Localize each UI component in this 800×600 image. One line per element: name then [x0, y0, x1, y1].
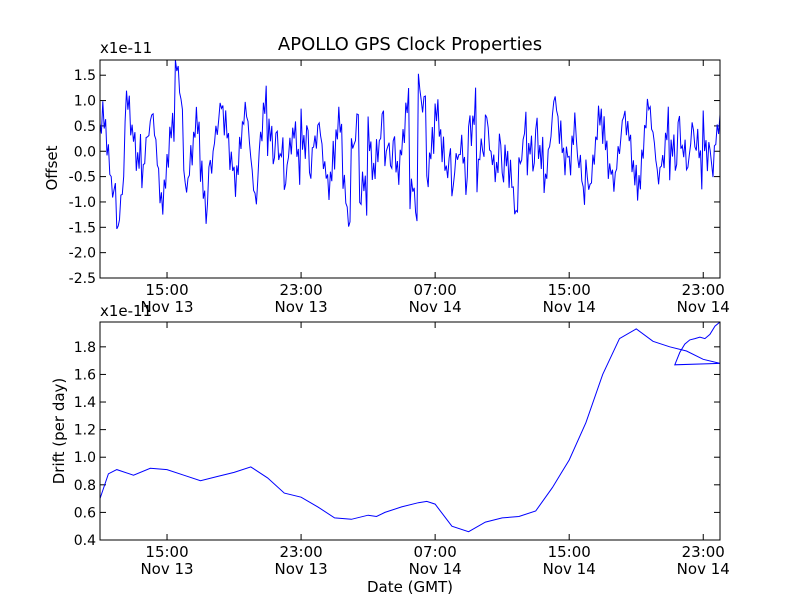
offset-xtick-time-label: 15:00 [548, 281, 591, 299]
offset-ytick-label: 1.0 [74, 94, 96, 110]
drift-xtick-date-label: Nov 14 [543, 560, 596, 578]
drift-xtick-time-label: 15:00 [548, 543, 591, 561]
offset-xtick-date-label: Nov 14 [677, 298, 730, 316]
drift-series-line [99, 321, 721, 533]
offset-xtick-time-label: 15:00 [145, 281, 188, 299]
offset-panel: x1e-11 Offset -2.5 -2.0 -1.5 -1.0 -0.5 0.0 0.5… [43, 39, 730, 316]
drift-xtick-time-label: 23:00 [682, 543, 725, 561]
drift-xtick-date-label: Nov 14 [677, 560, 730, 578]
drift-xtick-date-label: Nov 14 [409, 560, 462, 578]
drift-x-axis-label: Date (GMT) [367, 578, 453, 596]
offset-xtick-time-label: 07:00 [414, 281, 457, 299]
drift-ytick-label: 0.4 [74, 533, 96, 549]
drift-xtick-date-label: Nov 13 [140, 560, 193, 578]
drift-xtick-time-label: 23:00 [279, 543, 322, 561]
offset-ytick-label: -2.0 [69, 246, 96, 262]
offset-ytick-label: 0.0 [74, 144, 96, 160]
offset-ytick-label: -1.5 [69, 220, 96, 236]
offset-xtick-date-label: Nov 13 [275, 298, 328, 316]
drift-ytick-label: 1.6 [74, 367, 96, 383]
offset-plot-frame [99, 59, 721, 279]
drift-panel: x1e-11 Drift (per day) Date (GMT) 0.4 0.6… [50, 302, 730, 596]
offset-xtick-time-label: 23:00 [279, 281, 322, 299]
offset-xtick-time-label: 23:00 [682, 281, 725, 299]
figure-title: APOLLO GPS Clock Properties [278, 34, 542, 55]
offset-scale-label: x1e-11 [100, 39, 152, 57]
drift-xtick-date-label: Nov 13 [275, 560, 328, 578]
drift-ytick-label: 1.0 [74, 450, 96, 466]
offset-ytick-label: -0.5 [69, 170, 96, 186]
offset-y-axis-label: Offset [43, 145, 61, 190]
offset-series-line [99, 59, 721, 230]
drift-ytick-label: 0.8 [74, 478, 96, 494]
offset-ticks: -2.5-2.0-1.5-1.0-0.50.00.51.01.515:00Nov… [69, 60, 730, 316]
offset-ytick-label: -1.0 [69, 195, 96, 211]
drift-ytick-label: 1.4 [74, 395, 96, 411]
offset-ytick-label: -2.5 [69, 271, 96, 287]
drift-ytick-label: 0.6 [74, 505, 96, 521]
offset-ytick-label: 1.5 [74, 68, 96, 84]
drift-xtick-time-label: 15:00 [145, 543, 188, 561]
drift-ytick-label: 1.8 [74, 340, 96, 356]
offset-xtick-date-label: Nov 13 [140, 298, 193, 316]
offset-xtick-date-label: Nov 14 [543, 298, 596, 316]
offset-xtick-date-label: Nov 14 [409, 298, 462, 316]
drift-xtick-time-label: 07:00 [414, 543, 457, 561]
drift-ytick-label: 1.2 [74, 423, 96, 439]
drift-scale-label: x1e-11 [100, 302, 152, 320]
drift-plot-frame [99, 321, 721, 541]
drift-y-axis-label: Drift (per day) [50, 378, 68, 485]
offset-ytick-label: 0.5 [74, 119, 96, 135]
